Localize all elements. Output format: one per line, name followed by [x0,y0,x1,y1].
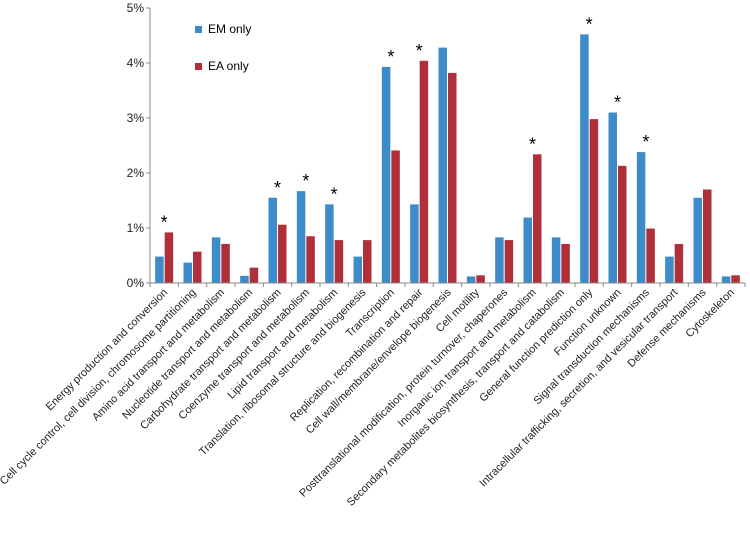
bar-ea-3 [249,267,259,283]
significance-star: * [529,134,536,154]
bar-em-6 [325,204,334,283]
bar-ea-7 [363,240,372,283]
bar-em-0 [155,256,164,283]
bar-em-8 [381,66,391,283]
bar-ea-13 [533,154,542,283]
y-tick-label: 0% [127,276,145,290]
bar-ea-8 [391,150,400,283]
bar-ea-10 [448,72,457,284]
bar-ea-6 [334,240,344,283]
bar-em-1 [183,262,192,283]
significance-star: * [331,184,338,204]
bar-em-10 [438,47,447,283]
bar-ea-4 [278,224,287,283]
bar-em-12 [495,237,504,283]
bar-ea-19 [703,189,712,283]
bar-ea-1 [193,251,202,283]
significance-star: * [161,212,168,232]
bar-em-13 [523,217,532,283]
significance-star: * [642,132,649,152]
bar-ea-17 [646,228,655,283]
legend: EM only EA only [195,22,251,73]
bar-ea-18 [674,243,684,283]
bar-em-20 [721,276,731,283]
significance-star: * [416,41,423,61]
bar-em-9 [410,204,419,283]
significance-star: * [274,178,281,198]
bar-em-17 [636,152,646,283]
y-tick-label: 2% [127,166,145,180]
bar-em-19 [693,197,702,283]
y-tick-labels: 0% 1% 2% 3% 4% 5% [127,1,145,290]
y-tick-label: 1% [127,221,145,235]
significance-star: * [586,14,593,34]
significance-star: * [302,171,309,191]
bar-em-2 [211,237,221,283]
bar-em-16 [608,112,617,283]
bar-em-3 [240,275,249,283]
y-tick-label: 3% [127,111,145,125]
bar-em-15 [580,34,589,284]
significance-star: * [387,47,394,67]
bar-em-5 [296,191,306,283]
bar-ea-12 [504,240,514,283]
legend-swatch-ea [195,63,202,70]
bar-ea-9 [419,60,429,283]
bar-ea-5 [306,236,315,283]
bar-em-18 [665,256,674,283]
x-category-label: Cell cycle control, cell division, chrom… [0,287,199,488]
axes [146,7,746,287]
significance-star: * [614,93,621,113]
significance-markers: * * * * * * * * * * [161,14,650,232]
bar-ea-0 [164,232,174,283]
bar-ea-20 [731,275,740,283]
legend-label-ea: EA only [208,59,249,73]
bars [155,34,740,284]
x-category-label: Replication, recombination and repair [288,286,426,424]
bar-em-11 [466,276,476,283]
bar-em-4 [268,197,277,283]
bar-ea-11 [476,275,485,283]
legend-label-em: EM only [208,22,251,36]
bar-ea-14 [561,243,570,283]
y-tick-label: 4% [127,56,145,70]
bar-em-14 [551,237,561,283]
y-tick-label: 5% [127,1,145,15]
bar-ea-2 [221,243,230,283]
bar-ea-15 [589,119,599,283]
bar-ea-16 [618,165,627,283]
bar-em-7 [353,256,362,283]
legend-swatch-em [195,26,202,33]
